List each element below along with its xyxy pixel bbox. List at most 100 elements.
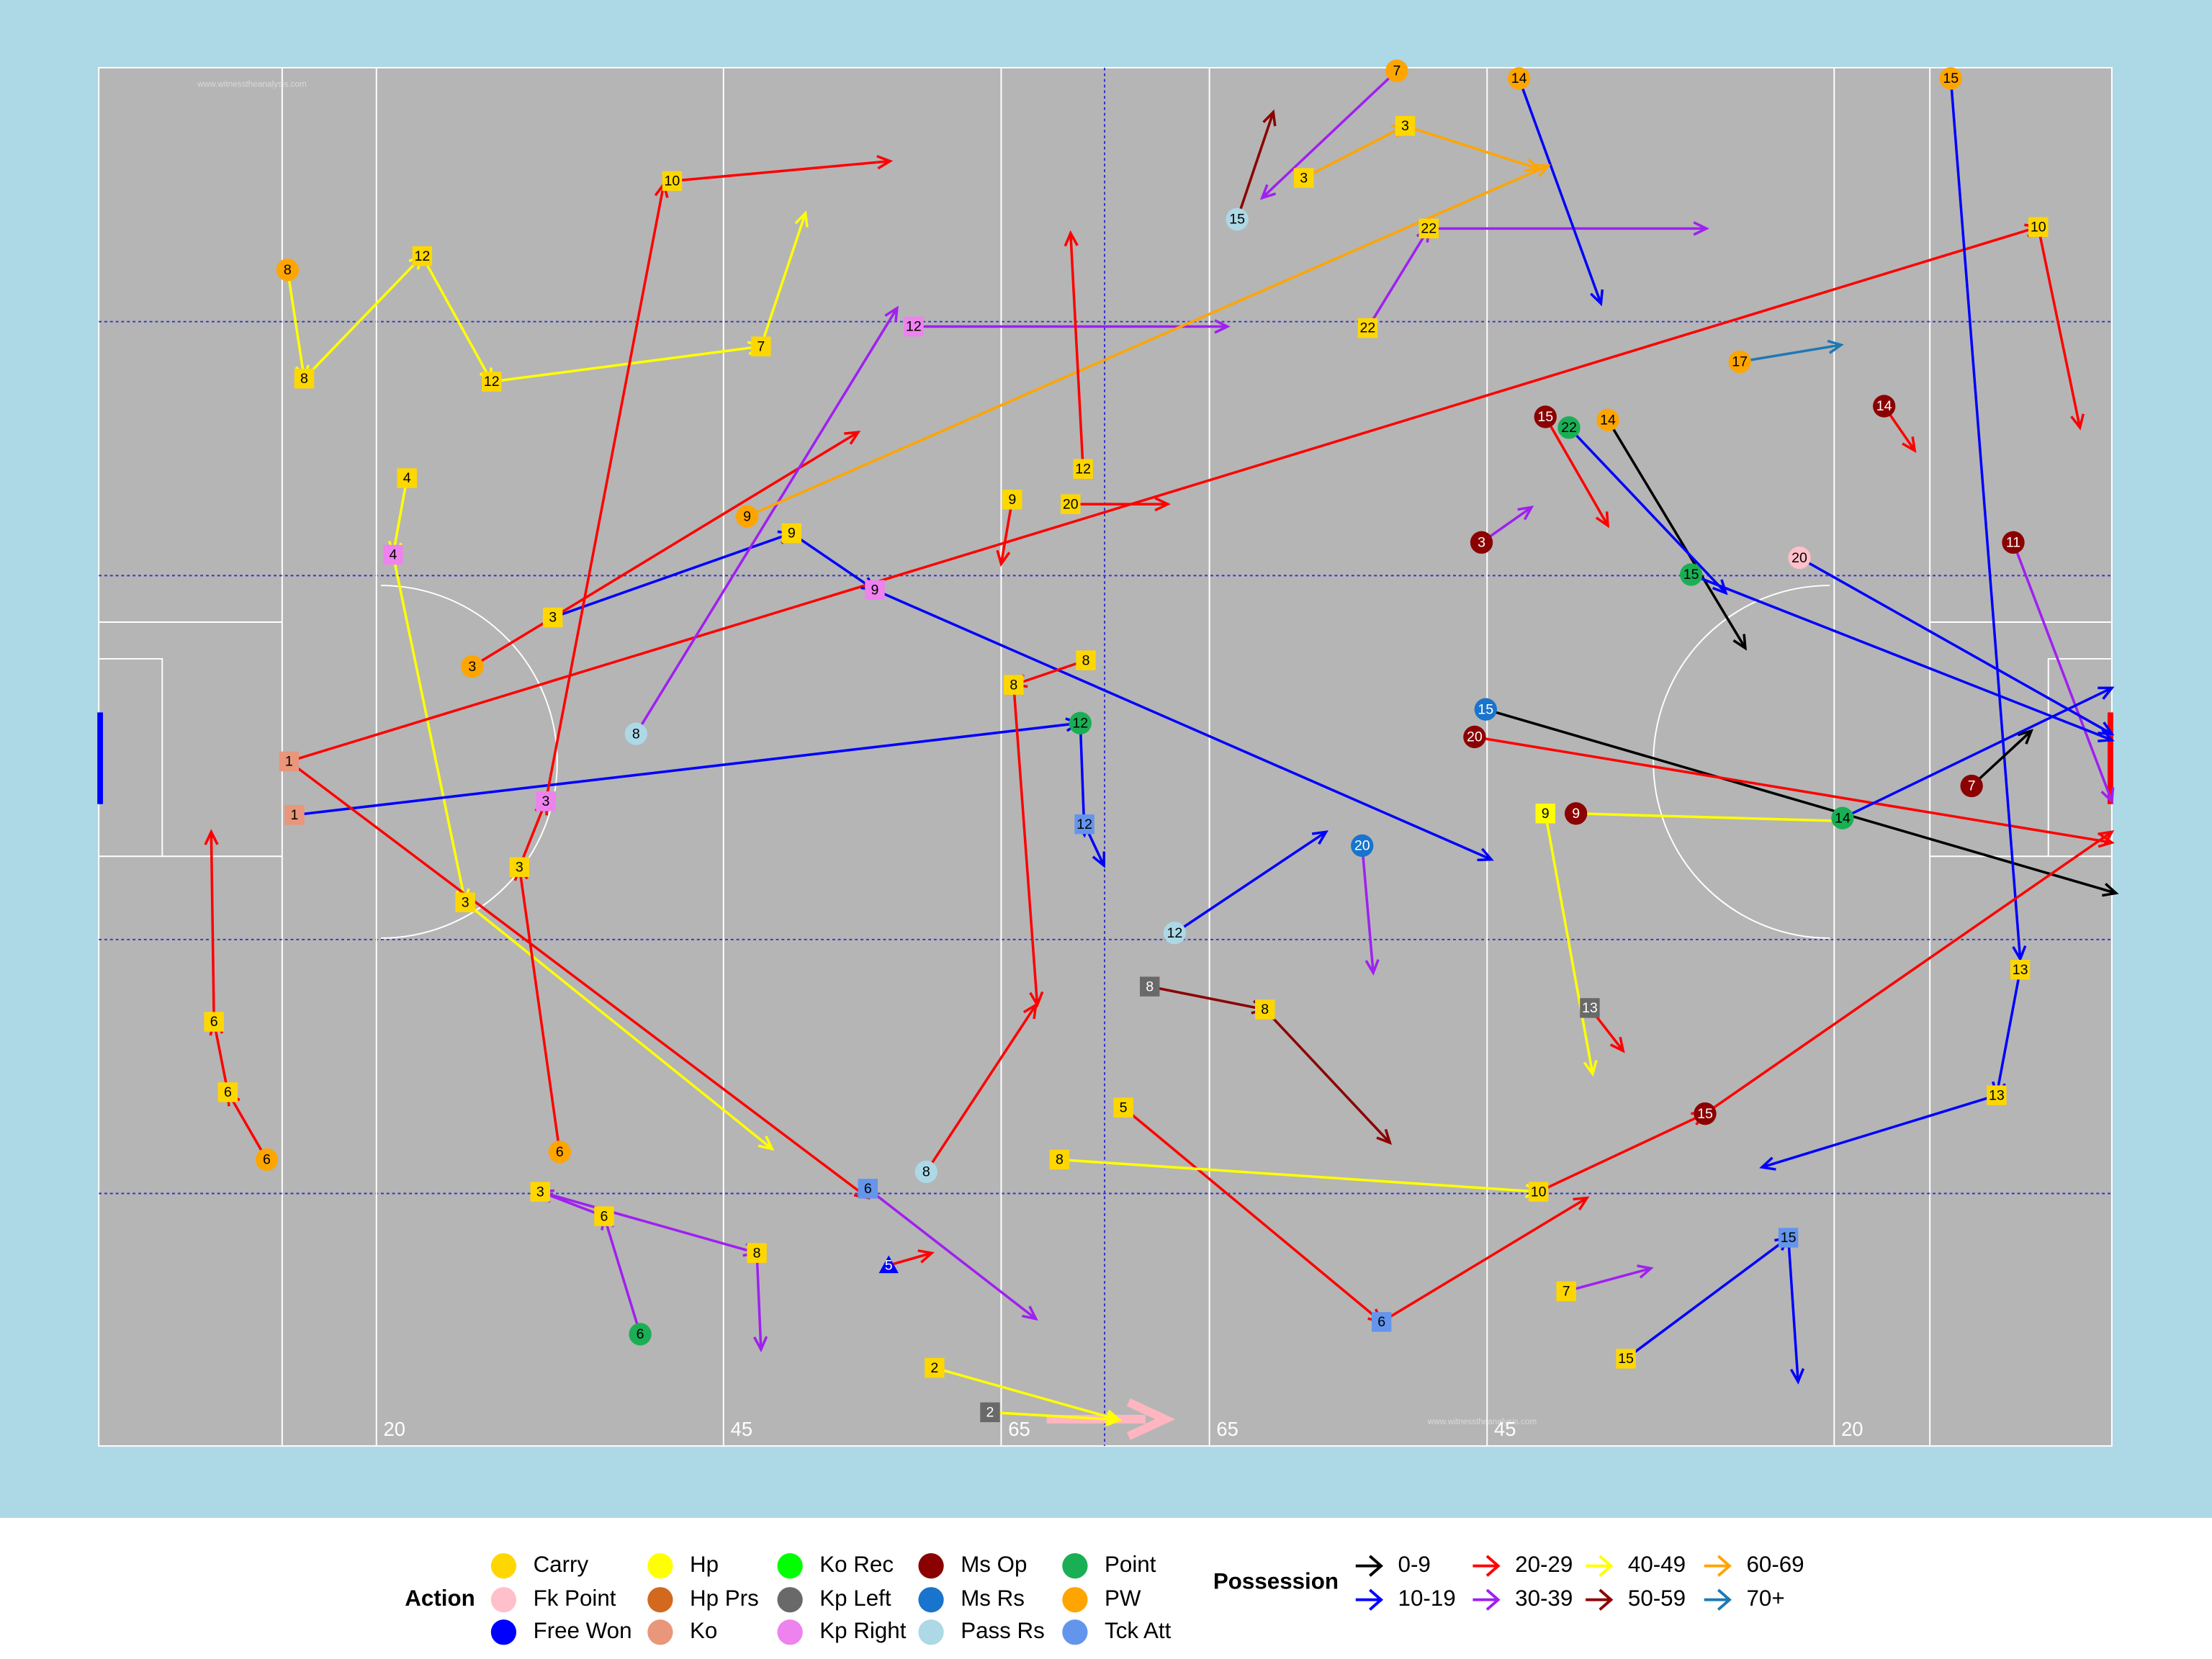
event-arrow — [874, 588, 1494, 862]
event-arrow — [2036, 226, 2085, 431]
event-arrow — [1174, 830, 1328, 935]
event-marker — [1778, 1228, 1799, 1248]
event-marker — [1564, 802, 1588, 825]
event-marker — [878, 1255, 899, 1274]
event-label: 6 — [224, 1084, 232, 1100]
event-marker — [1463, 725, 1486, 749]
event-marker — [482, 372, 502, 392]
legend-label: Kp Left — [819, 1586, 891, 1611]
event-label: 8 — [1056, 1152, 1064, 1168]
event-arrow — [1544, 813, 1598, 1077]
legend-label: Tck Att — [1105, 1618, 1172, 1643]
event-marker — [217, 1082, 238, 1102]
event-label: 5 — [885, 1257, 893, 1273]
event-marker — [1616, 1349, 1636, 1369]
event-marker — [255, 1148, 279, 1172]
event-marker — [2010, 960, 2031, 980]
event-label: 15 — [1229, 212, 1245, 228]
event-label: 22 — [1421, 221, 1437, 237]
event-label: 6 — [556, 1144, 564, 1160]
event-label: 20 — [1791, 550, 1807, 566]
event-label: 22 — [1561, 420, 1577, 436]
event-marker — [455, 892, 475, 912]
event-label: 9 — [1008, 492, 1016, 508]
event-marker — [1140, 976, 1160, 997]
legend-title: Possession — [1213, 1568, 1339, 1593]
event-marker — [662, 171, 683, 192]
event-arrow — [634, 305, 899, 735]
event-marker — [624, 722, 647, 745]
legend-swatch — [647, 1587, 673, 1613]
event-label: 3 — [536, 1184, 544, 1200]
x-tick-label: 65 — [1008, 1418, 1030, 1440]
x-tick-label: 65 — [1216, 1418, 1238, 1440]
x-tick-label: 20 — [384, 1418, 405, 1440]
event-marker — [1987, 1085, 2007, 1105]
legend-swatch — [647, 1553, 673, 1579]
event-arrow — [471, 431, 861, 668]
event-label: 6 — [601, 1208, 608, 1224]
event-marker — [548, 1141, 571, 1164]
event-arrow — [1606, 419, 1747, 651]
event-marker — [276, 258, 300, 282]
legend-label: Carry — [534, 1552, 589, 1577]
event-marker — [629, 1323, 652, 1346]
event-marker — [1002, 490, 1022, 510]
event-arrow — [925, 1002, 1038, 1173]
legend-label: Ko — [690, 1618, 717, 1643]
event-marker — [1004, 675, 1024, 695]
event-label: 13 — [1989, 1087, 2005, 1103]
event-marker — [1074, 814, 1094, 835]
event-label: 8 — [632, 726, 640, 742]
event-label: 2 — [986, 1405, 994, 1421]
event-marker — [1470, 531, 1493, 554]
event-marker — [1580, 998, 1600, 1018]
legend-label: 0-9 — [1398, 1552, 1431, 1577]
event-marker — [1073, 459, 1093, 479]
event-arrow — [1360, 845, 1380, 976]
event-label: 9 — [743, 508, 751, 524]
event-label: 8 — [922, 1164, 930, 1180]
event-marker — [1939, 67, 1962, 90]
legend-swatch — [918, 1587, 944, 1613]
event-arrow — [1429, 221, 1709, 236]
event-label: 4 — [389, 547, 397, 563]
event-arrow — [672, 155, 894, 183]
event-marker — [1596, 408, 1619, 431]
event-marker — [284, 805, 305, 825]
event-marker — [509, 857, 530, 877]
event-label: 15 — [1618, 1351, 1634, 1367]
event-marker — [204, 1012, 224, 1032]
event-marker — [980, 1402, 1000, 1423]
event-marker — [2028, 217, 2049, 237]
event-marker — [412, 246, 433, 266]
event-marker — [1694, 1102, 1717, 1125]
event-arrow — [1691, 573, 2115, 742]
event-label: 6 — [263, 1152, 271, 1168]
event-arrow — [1236, 109, 1277, 220]
event-label: 11 — [2006, 535, 2020, 551]
legend: Action Possession Carry Fk Point Free Won H… — [405, 1552, 1804, 1645]
event-marker — [1728, 350, 1751, 374]
event-label: 9 — [871, 582, 879, 598]
event-label: 17 — [1732, 354, 1748, 370]
event-arrow — [1380, 1196, 1590, 1323]
legend-label: Free Won — [534, 1618, 632, 1643]
event-label: 8 — [753, 1245, 761, 1261]
legend-swatch — [1062, 1587, 1088, 1613]
event-marker — [1960, 774, 1983, 798]
event-label: 10 — [2031, 219, 2046, 235]
event-label: 14 — [1600, 412, 1616, 428]
event-marker — [530, 1182, 550, 1202]
event-label: 3 — [462, 894, 469, 910]
event-label: 10 — [1531, 1184, 1547, 1200]
legend-label: Point — [1105, 1552, 1156, 1577]
event-label: 6 — [637, 1326, 644, 1342]
event-arrow — [760, 210, 809, 347]
legend-label: Hp Prs — [690, 1586, 759, 1611]
left-box — [99, 621, 282, 858]
event-marker — [461, 655, 484, 678]
event-label: 9 — [788, 526, 796, 541]
